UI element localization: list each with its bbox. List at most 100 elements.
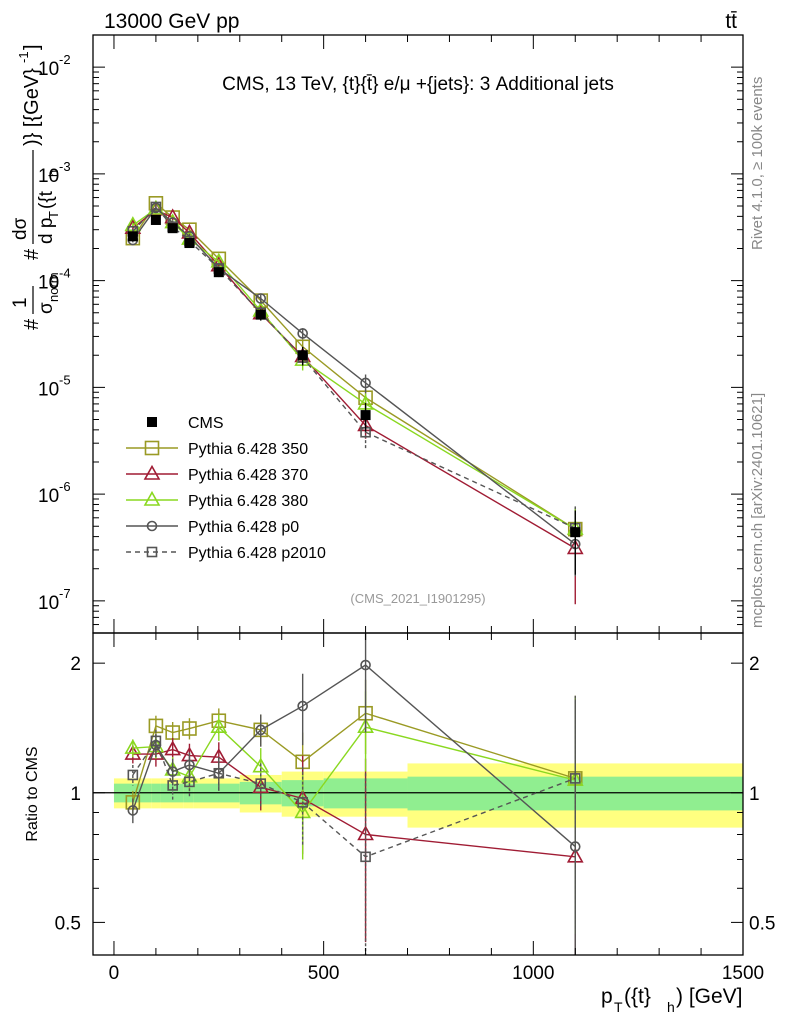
ratio-point	[360, 851, 371, 863]
ratio-point	[252, 778, 270, 794]
y-tick-exponent: -7	[59, 586, 71, 601]
ratio-point	[210, 718, 228, 734]
ratio-y-label: Ratio to CMS	[24, 746, 41, 841]
x-label-mid: ({t}	[624, 985, 651, 1008]
y-label-den2-rest: ({t	[36, 190, 57, 209]
data-point	[127, 231, 138, 242]
series-2	[124, 200, 584, 605]
y-tick-label: 10	[38, 273, 59, 294]
ratio-y-tick-label: 1	[70, 784, 81, 805]
y-label-bracket-end: ]	[21, 44, 43, 50]
series-0	[127, 214, 581, 575]
series-5	[127, 201, 581, 571]
analysis-id: (CMS_2021_I1901295)	[350, 591, 485, 606]
ratio-point	[252, 757, 270, 773]
legend-entry-1: Pythia 6.428 350	[126, 440, 308, 458]
y-tick-exponent: -4	[59, 266, 71, 281]
ratio-point	[184, 776, 195, 788]
ratio-y-tick-label-right: 1	[749, 784, 760, 805]
y-tick-label: 10	[38, 59, 59, 80]
data-point	[184, 238, 195, 249]
ratio-point	[164, 740, 182, 756]
ratio-frame	[92, 632, 744, 956]
y-label-bracket-sup: -1	[16, 51, 31, 63]
legend-marker	[146, 520, 158, 532]
process-label: tt̄	[725, 10, 737, 33]
y-tick-label: 10	[38, 379, 59, 400]
data-point	[150, 214, 161, 225]
data-point	[360, 377, 371, 389]
x-tick-label: 1500	[722, 963, 764, 984]
ratio-y-tick-label-right: 0.5	[749, 913, 775, 934]
legend-entry-2: Pythia 6.428 370	[126, 464, 308, 484]
ratio-point	[181, 767, 198, 783]
data-point	[255, 309, 266, 320]
y-tick-label: 10	[38, 593, 59, 614]
series-3	[124, 199, 584, 572]
ratio-point	[297, 700, 308, 712]
y-label-num2: dσ	[10, 217, 31, 240]
ratio-point	[127, 769, 139, 781]
x-label-end: ) [GeV]	[676, 985, 743, 1008]
chart-title: CMS, 13 TeV, {t}{t̄} e/μ +{jets}: 3 Addi…	[222, 74, 614, 95]
data-point	[360, 410, 371, 421]
y-tick-label: 10	[38, 486, 59, 507]
x-tick-label: 0	[109, 963, 120, 984]
ratio-point	[297, 797, 308, 808]
legend-label: Pythia 6.428 p2010	[188, 545, 326, 562]
legend-entry-4: Pythia 6.428 p0	[126, 519, 299, 536]
legend-marker	[144, 440, 160, 456]
ratio-panel: 0.5 0.5 1 1 2 2 0 500 1000 1500 Ratio to CMS p T …	[24, 632, 775, 1015]
data-point	[570, 527, 581, 538]
legend-entry-3: Pythia 6.428 380	[126, 490, 308, 510]
y-label-den1-sub: norm	[46, 272, 61, 302]
ratio-point	[147, 744, 165, 760]
y-label-den2-sub: T	[46, 211, 61, 219]
legend-marker	[143, 490, 161, 506]
ratio-y-tick-label-right: 2	[749, 654, 760, 675]
ratio-point	[213, 767, 225, 779]
y-label-hash1: #	[21, 318, 43, 330]
data-point	[297, 328, 308, 339]
y-label-den2-sub2: h	[46, 170, 61, 177]
x-axis-label: p T ({t} h ) [GeV]	[601, 985, 743, 1015]
ratio-y-tick-label: 0.5	[55, 913, 81, 934]
ratio-point	[150, 735, 162, 747]
main-frame	[92, 34, 744, 634]
rivet-version-label: Rivet 4.1.0, ≥ 100k events	[749, 77, 766, 250]
legend-entry-5: Pythia 6.428 p2010	[126, 545, 326, 562]
legend: CMS Pythia 6.428 350 Pythia 6.428 370 Pythi…	[126, 415, 326, 562]
y-label-hash2: #	[21, 248, 43, 260]
ratio-point	[182, 721, 197, 736]
y-label-den1: σ	[36, 302, 57, 314]
y-label-bracket: )} [{GeV}	[21, 68, 43, 146]
data-point	[255, 293, 267, 304]
ratio-y-tick-label: 2	[70, 654, 81, 675]
ratio-point	[124, 738, 142, 754]
legend-label: Pythia 6.428 350	[188, 441, 308, 458]
y-tick-exponent: -5	[59, 372, 71, 387]
legend-label: Pythia 6.428 370	[188, 467, 308, 484]
ratio-point	[167, 780, 178, 791]
data-point	[150, 201, 162, 213]
ratio-point	[360, 659, 371, 671]
ratio-series-4	[127, 695, 581, 955]
legend-label: Pythia 6.428 380	[188, 493, 308, 510]
legend-marker	[143, 464, 161, 480]
y-tick-label: 10	[38, 166, 59, 187]
series-1	[125, 196, 583, 572]
mcplots-label: mcplots.cern.ch [arXiv:2401.10621]	[749, 393, 766, 628]
x-label-sub2: h	[667, 999, 675, 1015]
ratio-point	[127, 805, 139, 816]
y-tick-exponent: -3	[59, 159, 71, 174]
x-label-p: p	[601, 985, 613, 1008]
legend-entry-0: CMS	[147, 415, 224, 432]
main-y-label: # 1 σ norm # dσ d p T ({t h )} [{GeV} -1…	[10, 44, 61, 330]
legend-marker	[147, 417, 157, 427]
collision-label: 13000 GeV pp	[104, 10, 239, 33]
x-tick-label: 1000	[512, 963, 554, 984]
legend-marker	[146, 546, 158, 558]
data-point	[167, 223, 178, 234]
y-label-den2: d p	[36, 218, 57, 244]
